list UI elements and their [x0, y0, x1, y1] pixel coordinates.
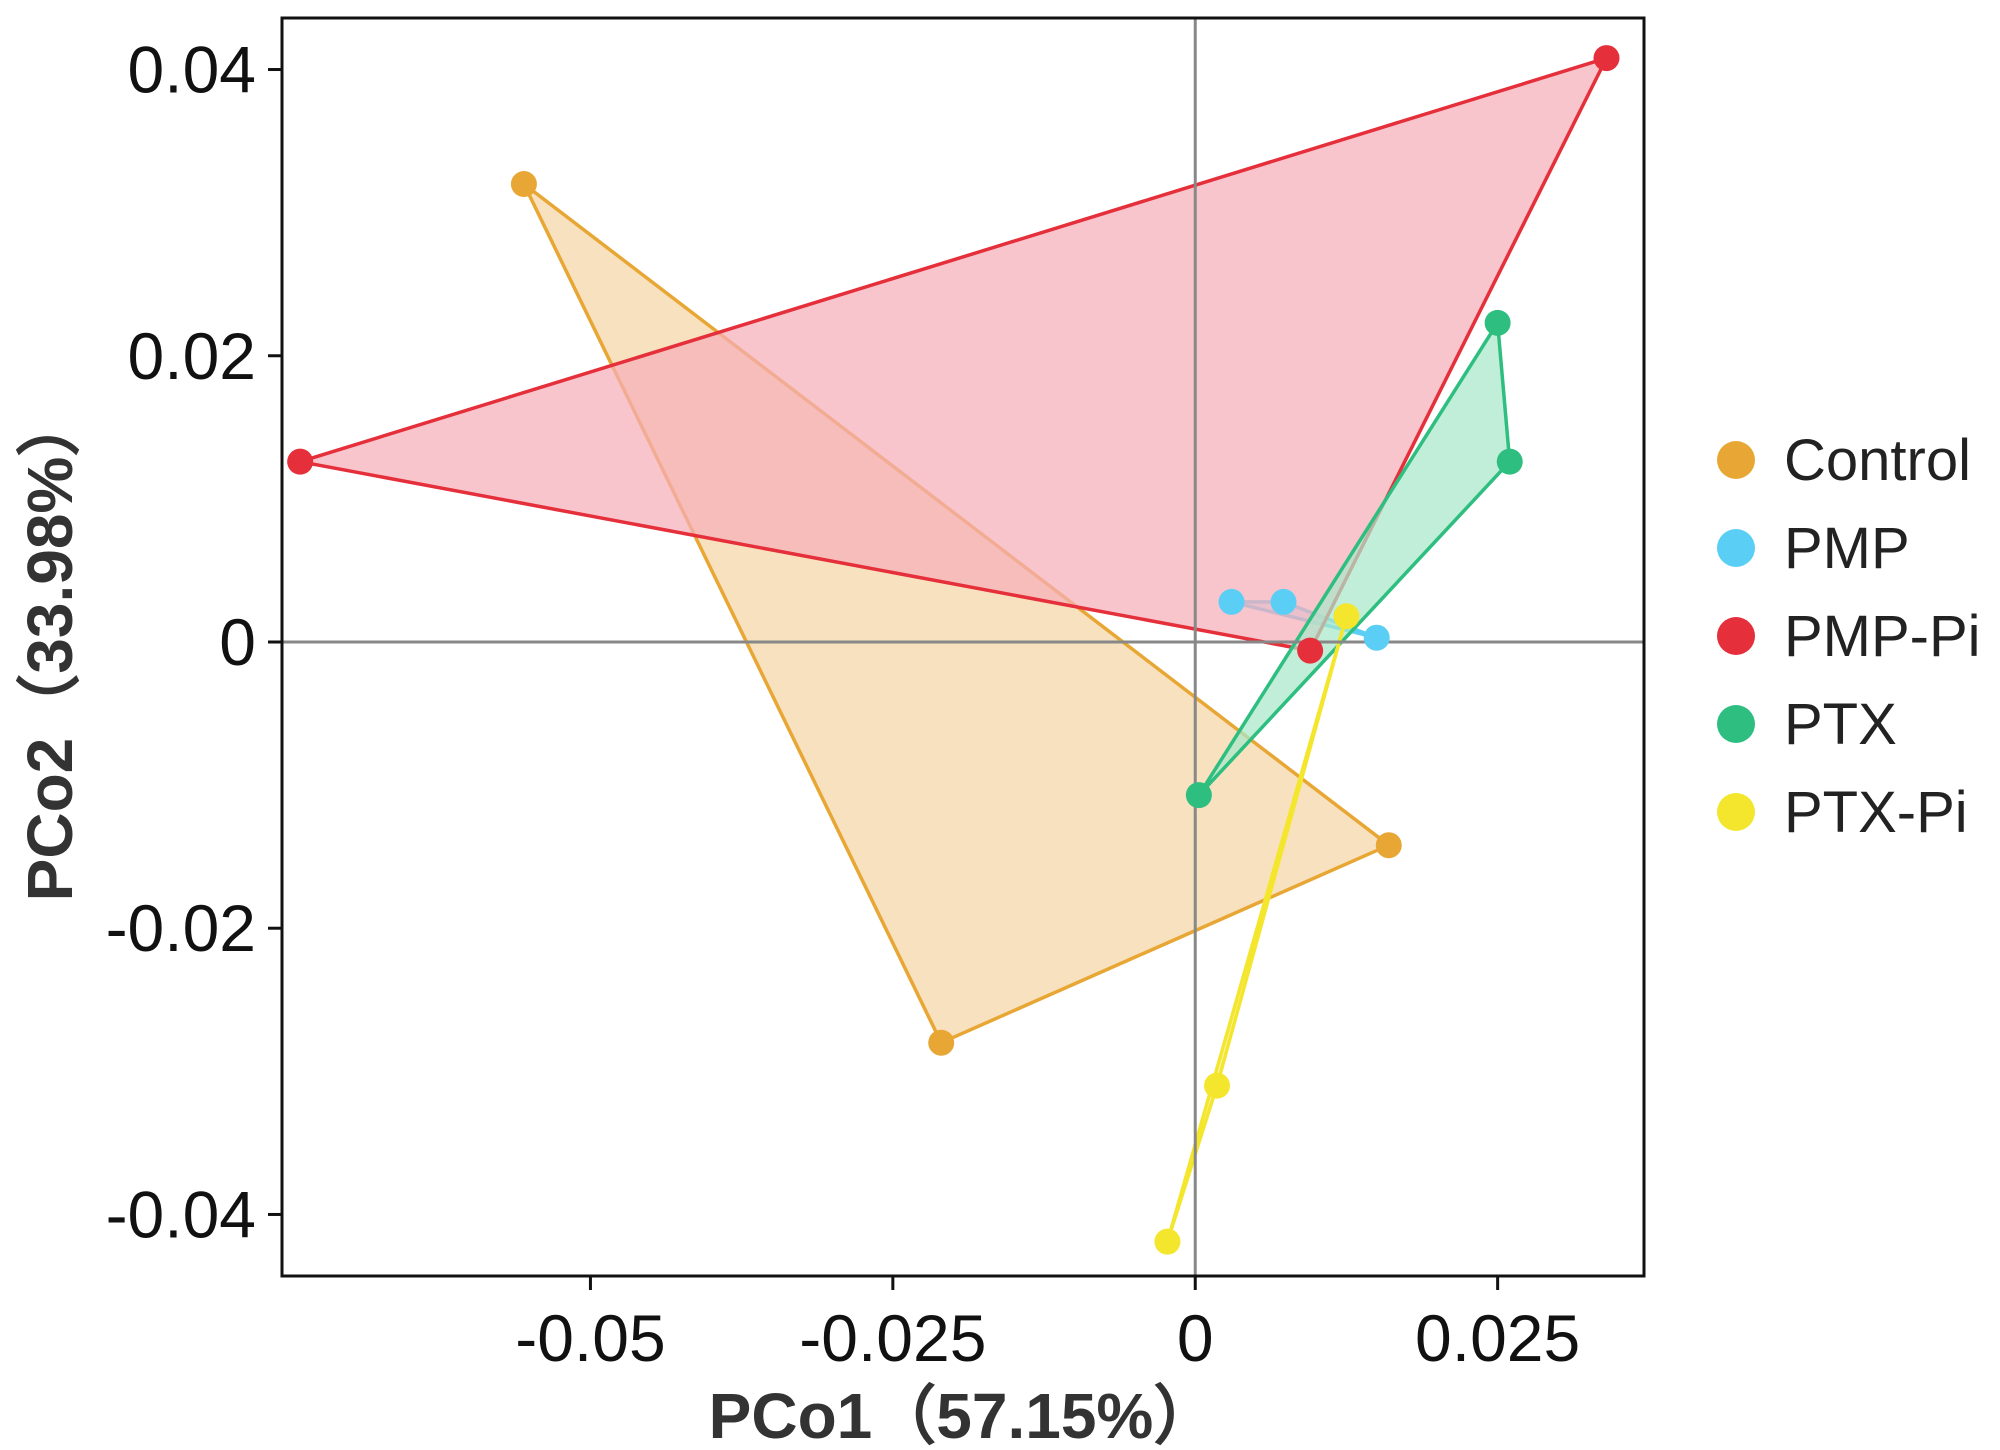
point-ptx: [1496, 448, 1523, 475]
point-pmp-pi: [287, 448, 314, 475]
point-pmp: [1363, 624, 1390, 651]
y-tick-label: 0: [219, 605, 256, 679]
x-tick-label: -0.025: [799, 1301, 986, 1375]
point-control: [1375, 832, 1402, 859]
legend-label-pmp: PMP: [1784, 516, 1910, 581]
x-tick-label: 0: [1177, 1301, 1214, 1375]
legend-label-pmp-pi: PMP-Pi: [1784, 604, 1981, 669]
y-tick-label: 0.02: [128, 319, 256, 393]
plot-frame: [280, 16, 1646, 1278]
point-control: [510, 171, 537, 198]
y-tick-label: -0.04: [106, 1177, 256, 1251]
legend-marker-pmp: [1717, 529, 1755, 567]
data-points: [287, 45, 1620, 1255]
x-tick-label: 0.025: [1415, 1301, 1580, 1375]
point-control: [928, 1029, 955, 1056]
point-pmp: [1270, 588, 1297, 615]
hull-ptx: [1197, 321, 1512, 797]
point-ptx-pi: [1154, 1228, 1181, 1255]
legend-label-ptx-pi: PTX-Pi: [1784, 780, 1968, 845]
hull-ptx-pi: [1165, 614, 1349, 1244]
legend: Control PMP PMP-Pi PTX PTX-Pi: [1717, 428, 1981, 845]
legend-marker-control: [1717, 441, 1755, 479]
group-hulls: [298, 56, 1609, 1244]
y-tick-label: 0.04: [128, 33, 256, 107]
point-pmp-pi: [1593, 45, 1620, 72]
hull-pmp-pi: [298, 56, 1609, 653]
legend-label-ptx: PTX: [1784, 692, 1897, 757]
legend-marker-pmp-pi: [1717, 617, 1755, 655]
legend-marker-ptx-pi: [1717, 793, 1755, 831]
reference-lines: [282, 18, 1644, 1276]
point-ptx: [1484, 309, 1511, 336]
point-pmp: [1218, 588, 1245, 615]
x-tick-label: -0.05: [515, 1301, 665, 1375]
y-tick-label: -0.02: [106, 891, 256, 965]
axes: -0.05 -0.025 0 0.025 0.04 0.02 0 -0.02 -0.04 PCo1…: [14, 33, 1580, 1450]
point-ptx: [1185, 782, 1212, 809]
point-ptx-pi: [1333, 603, 1360, 630]
y-axis-title: PCo2（33.98%）: [14, 393, 86, 902]
point-pmp-pi: [1297, 637, 1324, 664]
x-axis-title: PCo1（57.15%）: [709, 1380, 1218, 1450]
legend-label-control: Control: [1784, 428, 1971, 493]
point-ptx-pi: [1204, 1072, 1231, 1099]
legend-marker-ptx: [1717, 705, 1755, 743]
